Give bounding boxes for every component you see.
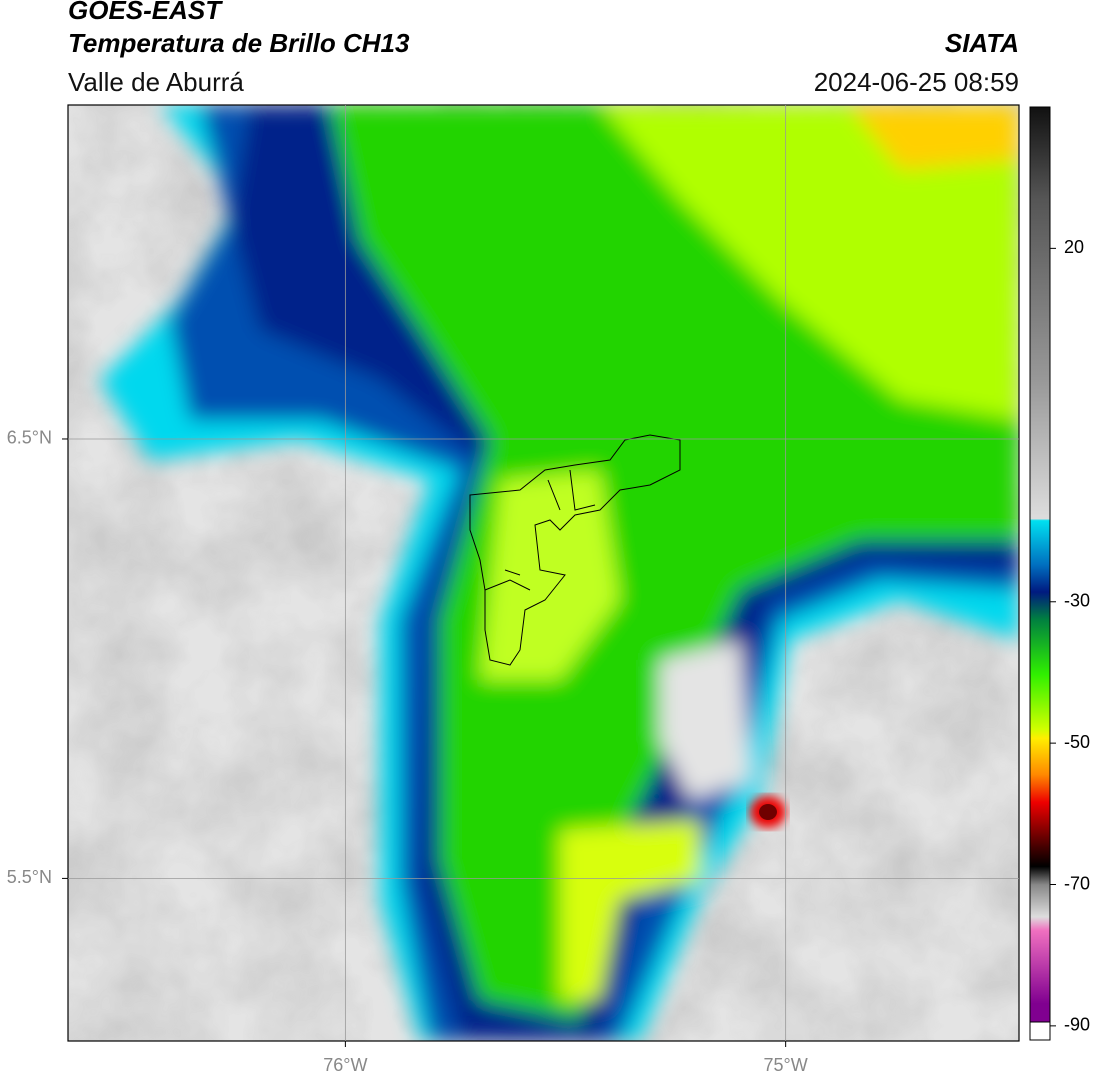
datetime: 2024-06-25 08:59 (814, 67, 1019, 97)
colorbar-label: -30 (1064, 591, 1090, 611)
colorbar-under (1029, 1021, 1051, 1041)
colorbar-frame (1029, 106, 1051, 1041)
colorbar-label: -70 (1064, 873, 1090, 893)
x-tick-label: 76°W (323, 1055, 367, 1075)
title: GOES-EAST (68, 0, 223, 25)
colorbar-label: -50 (1064, 732, 1090, 752)
colorbar (1030, 107, 1050, 1022)
satellite-image (68, 105, 1019, 1041)
y-tick-label: 6.5°N (7, 428, 52, 448)
colorbar-label: -90 (1064, 1015, 1090, 1035)
source: SIATA (945, 28, 1019, 58)
colorbar-label: 20 (1064, 237, 1084, 257)
map-frame (67, 104, 1020, 1042)
y-tick-label: 5.5°N (7, 867, 52, 887)
subtitle: Temperatura de Brillo CH13 (68, 28, 410, 58)
region: Valle de Aburrá (68, 67, 244, 97)
x-tick-label: 75°W (764, 1055, 808, 1075)
